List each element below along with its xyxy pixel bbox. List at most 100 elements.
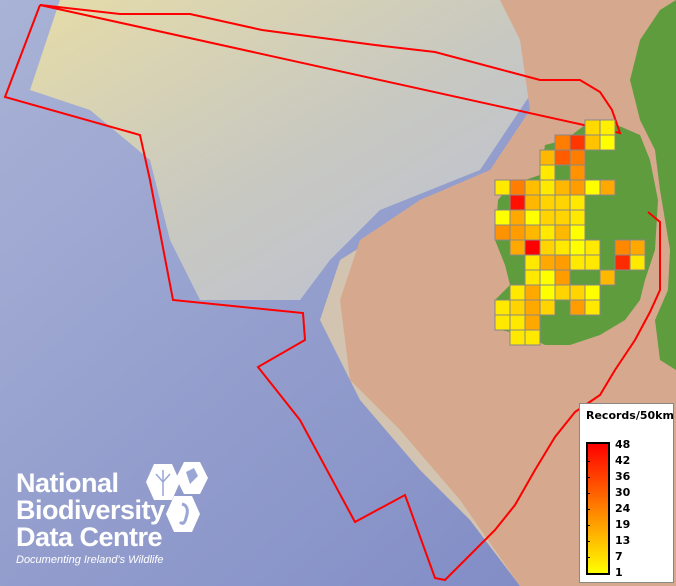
grid-square[interactable] (554, 239, 571, 256)
legend-tick (586, 461, 590, 462)
grid-square[interactable] (509, 209, 526, 226)
grid-square[interactable] (524, 314, 541, 331)
grid-square[interactable] (599, 134, 616, 151)
grid-square[interactable] (584, 299, 601, 316)
grid-square[interactable] (584, 119, 601, 136)
grid-square[interactable] (539, 254, 556, 271)
grid-square[interactable] (554, 224, 571, 241)
logo-line-1: National (16, 468, 119, 498)
grid-square[interactable] (569, 299, 586, 316)
color-ramp (586, 442, 610, 575)
grid-square[interactable] (554, 284, 571, 301)
grid-square[interactable] (569, 134, 586, 151)
logo-hexagon-icon (146, 462, 208, 532)
grid-square[interactable] (554, 254, 571, 271)
grid-square[interactable] (509, 299, 526, 316)
grid-square[interactable] (584, 254, 601, 271)
grid-square[interactable] (509, 329, 526, 346)
grid-square[interactable] (494, 209, 511, 226)
grid-squares (494, 119, 646, 346)
grid-square[interactable] (494, 314, 511, 331)
grid-square[interactable] (569, 164, 586, 181)
grid-square[interactable] (584, 284, 601, 301)
grid-square[interactable] (509, 224, 526, 241)
shelf-shallow (30, 0, 540, 300)
grid-square[interactable] (509, 194, 526, 211)
legend-tick-label: 42 (615, 454, 631, 467)
grid-square[interactable] (584, 179, 601, 196)
legend-tick-label: 1 (615, 566, 623, 579)
grid-square[interactable] (599, 119, 616, 136)
legend-tick-label: 48 (615, 438, 631, 451)
grid-square[interactable] (569, 179, 586, 196)
grid-square[interactable] (524, 194, 541, 211)
grid-square[interactable] (554, 134, 571, 151)
grid-square[interactable] (539, 209, 556, 226)
grid-square[interactable] (494, 224, 511, 241)
grid-square[interactable] (524, 269, 541, 286)
grid-square[interactable] (554, 149, 571, 166)
legend-tick-label: 19 (615, 518, 631, 531)
grid-square[interactable] (524, 224, 541, 241)
grid-square[interactable] (539, 239, 556, 256)
grid-square[interactable] (509, 179, 526, 196)
grid-square[interactable] (494, 299, 511, 316)
grid-square[interactable] (539, 179, 556, 196)
grid-square[interactable] (569, 284, 586, 301)
grid-square[interactable] (524, 254, 541, 271)
grid-square[interactable] (554, 269, 571, 286)
grid-square[interactable] (524, 209, 541, 226)
grid-square[interactable] (584, 134, 601, 151)
grid-square[interactable] (569, 254, 586, 271)
grid-square[interactable] (599, 179, 616, 196)
grid-square[interactable] (524, 329, 541, 346)
grid-square[interactable] (554, 209, 571, 226)
grid-square[interactable] (539, 269, 556, 286)
logo-tagline: Documenting Ireland's Wildlife (16, 554, 164, 566)
grid-square[interactable] (614, 254, 631, 271)
grid-square[interactable] (599, 269, 616, 286)
grid-square[interactable] (569, 194, 586, 211)
grid-square[interactable] (539, 224, 556, 241)
legend-tick-label: 24 (615, 502, 631, 515)
grid-square[interactable] (524, 299, 541, 316)
grid-square[interactable] (569, 239, 586, 256)
grid-square[interactable] (614, 239, 631, 256)
britain-land (630, 0, 676, 370)
grid-square[interactable] (509, 239, 526, 256)
legend-title: Records/50km (586, 409, 674, 422)
grid-square[interactable] (539, 284, 556, 301)
boundary-line-east (3, 4, 661, 582)
legend: Records/50km 48 42 36 30 24 19 13 7 1 (579, 403, 674, 583)
grid-square[interactable] (524, 284, 541, 301)
grid-square[interactable] (629, 239, 646, 256)
grid-square[interactable] (509, 314, 526, 331)
grid-square[interactable] (539, 164, 556, 181)
grid-square[interactable] (629, 254, 646, 271)
legend-tick-label: 7 (615, 550, 623, 563)
legend-tick-label: 13 (615, 534, 631, 547)
grid-square[interactable] (569, 209, 586, 226)
legend-tick (586, 541, 590, 542)
grid-square[interactable] (509, 284, 526, 301)
grid-square[interactable] (539, 299, 556, 316)
legend-tick (586, 493, 590, 494)
grid-square[interactable] (539, 194, 556, 211)
logo-line-2: Biodiversity (16, 495, 165, 525)
nbdc-logo: National Biodiversity Data Centre Docume… (16, 462, 208, 566)
legend-tick (586, 525, 590, 526)
grid-square[interactable] (554, 179, 571, 196)
grid-square[interactable] (554, 194, 571, 211)
grid-square[interactable] (494, 179, 511, 196)
grid-square[interactable] (539, 149, 556, 166)
grid-square[interactable] (524, 179, 541, 196)
boundary-line (39, 4, 622, 135)
grid-square[interactable] (524, 239, 541, 256)
grid-square[interactable] (569, 149, 586, 166)
grid-square[interactable] (584, 239, 601, 256)
grid-square[interactable] (569, 224, 586, 241)
legend-tick (586, 509, 590, 510)
legend-tick (586, 477, 590, 478)
logo-line-3: Data Centre (16, 522, 163, 552)
